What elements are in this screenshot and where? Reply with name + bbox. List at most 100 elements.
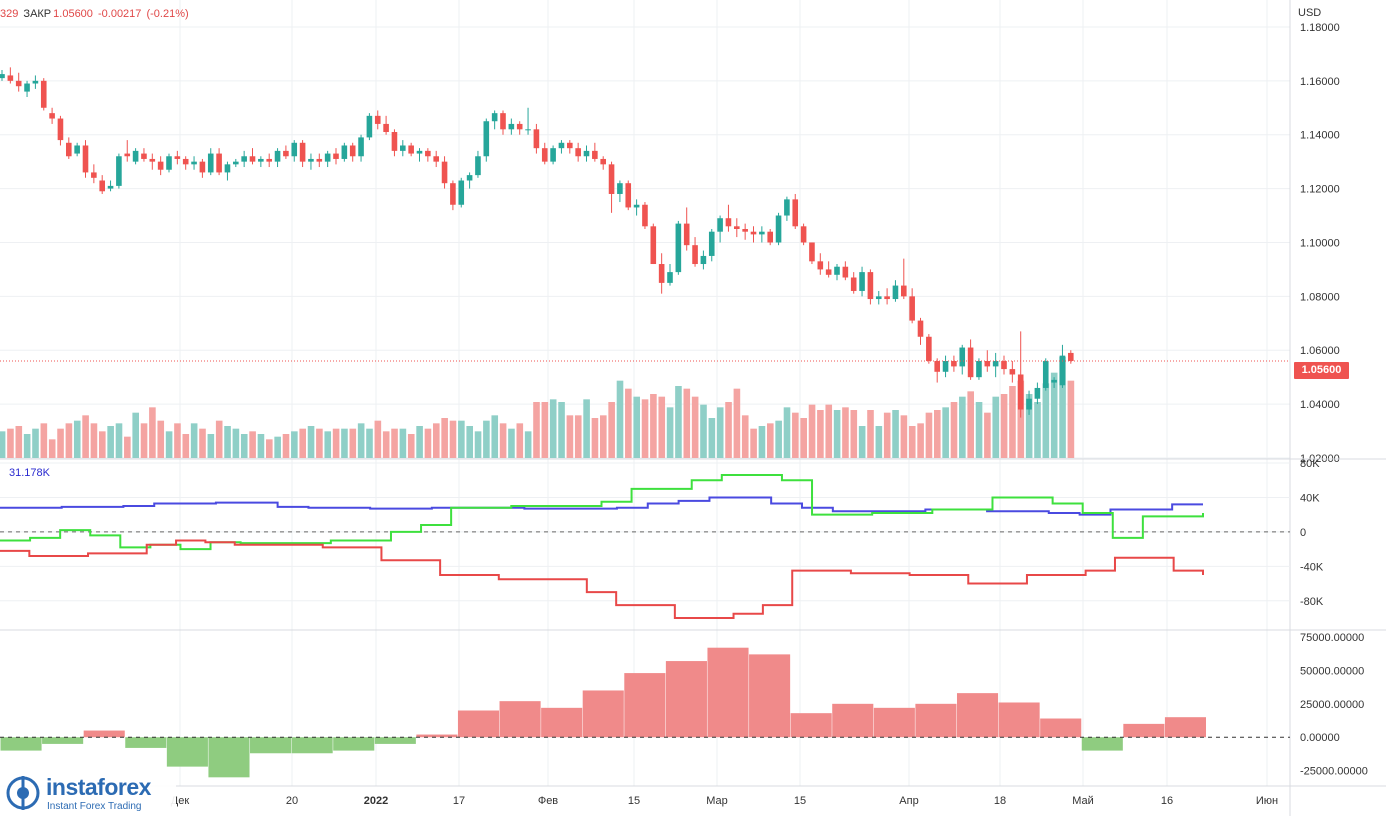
volume-bar xyxy=(48,439,56,458)
candle-body xyxy=(308,158,314,162)
volume-bar xyxy=(633,396,640,458)
volume-bar xyxy=(424,428,432,458)
candle-body xyxy=(934,361,940,372)
volume-bar xyxy=(140,423,148,458)
volume-bar xyxy=(1000,394,1008,458)
volume-bar xyxy=(1034,402,1041,458)
candle-body xyxy=(249,156,256,162)
candle-body xyxy=(817,261,824,270)
volume-bar xyxy=(549,399,557,458)
histogram-bar xyxy=(416,734,458,738)
volume-bar xyxy=(349,428,357,458)
candle-body xyxy=(533,129,540,149)
candle-body xyxy=(157,161,164,170)
volume-bar xyxy=(232,428,240,458)
candle-body xyxy=(792,199,799,227)
volume-bar xyxy=(433,423,440,458)
volume-bar xyxy=(675,386,682,458)
x-tick-label: 2022 xyxy=(364,795,388,807)
volume-bar xyxy=(357,423,365,458)
x-tick-label: 15 xyxy=(628,795,640,807)
x-tick-label: 16 xyxy=(1161,795,1173,807)
candle-body xyxy=(600,158,606,165)
volume-bar xyxy=(959,396,966,458)
volume-bar xyxy=(775,420,782,458)
candle-body xyxy=(124,153,131,157)
x-tick-label: Мар xyxy=(706,795,728,807)
volume-bar xyxy=(516,423,524,458)
candle-body xyxy=(274,150,281,162)
x-tick-label: 18 xyxy=(994,795,1006,807)
candle-body xyxy=(850,277,857,291)
candle-body xyxy=(1026,398,1032,410)
volume-bar xyxy=(307,426,315,458)
volume-bar xyxy=(658,396,666,458)
volume-bar xyxy=(858,426,866,458)
candle-body xyxy=(324,153,331,162)
cot-line-red xyxy=(0,539,1204,619)
volume-bar xyxy=(908,426,916,458)
volume-bar xyxy=(508,428,515,458)
candle-body xyxy=(383,123,389,133)
candle-body xyxy=(1042,361,1049,388)
volume-bar xyxy=(0,431,6,458)
volume-bar xyxy=(942,407,949,458)
volume-bar xyxy=(483,420,490,458)
volume-bar xyxy=(574,415,582,458)
candle-body xyxy=(333,153,339,159)
volume-bar xyxy=(833,410,841,458)
candle-body xyxy=(15,80,22,87)
volume-bar xyxy=(332,428,340,458)
volume-bar xyxy=(825,404,833,458)
candle-body xyxy=(241,156,247,162)
volume-bar xyxy=(917,423,924,458)
histogram-tick-label: 0.00000 xyxy=(1300,732,1340,744)
price-tick-label: 1.08000 xyxy=(1300,291,1340,303)
x-tick-label: 17 xyxy=(453,795,465,807)
volume-bar xyxy=(224,426,231,458)
volume-bar xyxy=(533,402,540,458)
volume-bar xyxy=(725,402,732,458)
volume-bar xyxy=(641,399,649,458)
candle-body xyxy=(299,142,306,162)
volume-bar xyxy=(750,428,757,458)
histogram-bar xyxy=(998,702,1040,738)
candle-body xyxy=(992,361,999,367)
cot-tick-label: 40K xyxy=(1300,492,1320,504)
volume-bar xyxy=(274,436,281,458)
volume-bar xyxy=(683,388,691,458)
volume-bar xyxy=(950,402,958,458)
candle-body xyxy=(734,226,740,229)
histogram-tick-label: 50000.00000 xyxy=(1300,665,1364,677)
volume-bar xyxy=(608,402,615,458)
volume-bar xyxy=(625,388,632,458)
candle-body xyxy=(617,183,623,194)
volume-bar xyxy=(1042,383,1050,458)
volume-bar xyxy=(1025,394,1033,458)
x-tick-label: Май xyxy=(1072,795,1094,807)
histogram-bar xyxy=(832,703,874,738)
histogram-bar xyxy=(374,737,416,744)
volume-bar xyxy=(207,434,215,458)
candle-body xyxy=(650,226,657,265)
volume-bar xyxy=(875,426,883,458)
volume-bar xyxy=(391,428,398,458)
volume-bar xyxy=(700,404,707,458)
candle-body xyxy=(667,272,673,283)
volume-bar xyxy=(182,434,190,458)
candle-body xyxy=(717,218,723,232)
volume-bar xyxy=(291,431,298,458)
volume-bar xyxy=(767,423,774,458)
candle-body xyxy=(408,145,414,154)
volume-bar xyxy=(449,420,457,458)
logo-tagline: Instant Forex Trading xyxy=(47,801,142,812)
volume-bar xyxy=(474,431,482,458)
indicator-value: 31.178K xyxy=(9,467,50,479)
volume-bar xyxy=(583,399,590,458)
volume-bar xyxy=(967,391,974,458)
volume-bar xyxy=(466,426,473,458)
candle-body xyxy=(942,361,949,372)
candle-body xyxy=(917,320,924,337)
x-tick-label: Апр xyxy=(899,795,918,807)
